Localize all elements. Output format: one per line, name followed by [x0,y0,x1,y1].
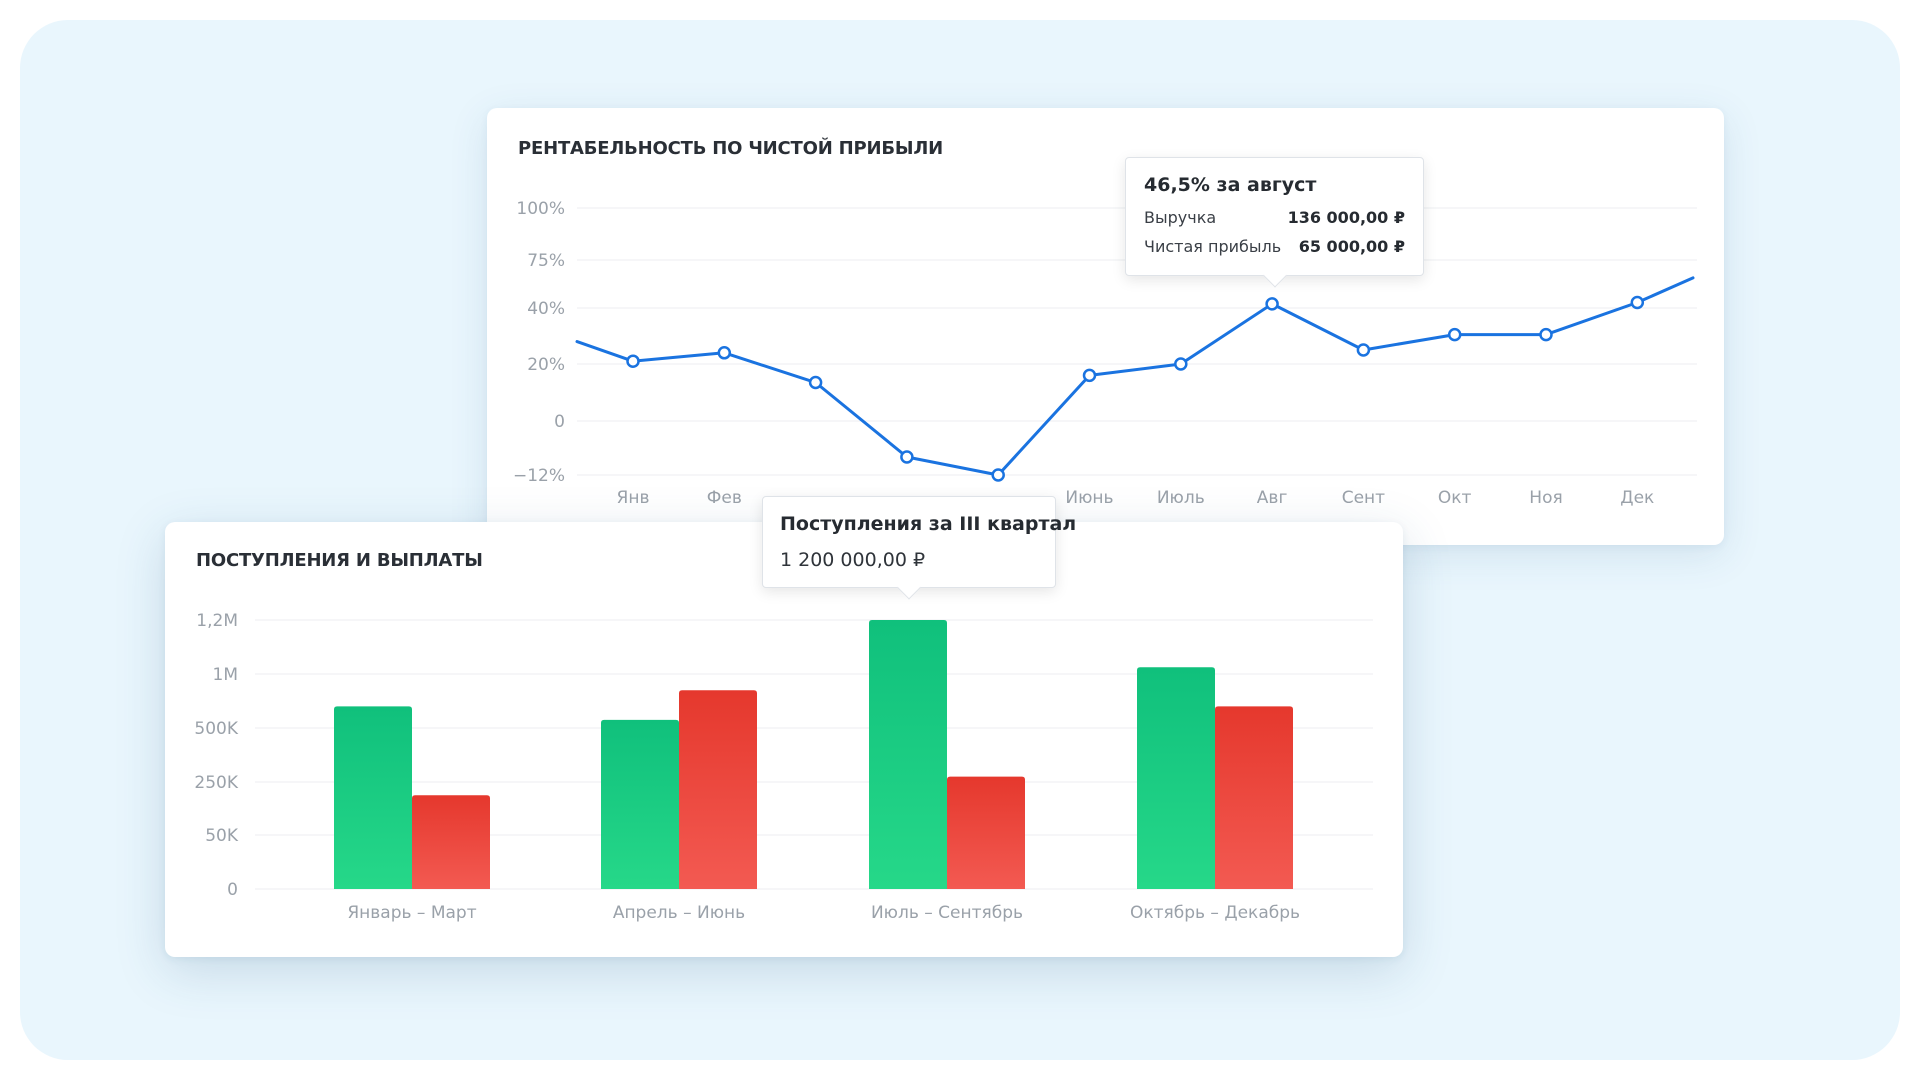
y-tick-label: 0 [227,880,238,900]
income-bar [869,620,947,889]
income-bar [1137,667,1215,889]
tooltip-revenue-value: 136 000,00 ₽ [1287,208,1405,227]
tooltip-value: 1 200 000,00 ₽ [780,549,926,571]
payout-bar [679,690,757,889]
tooltip-net-profit-label: Чистая прибыль [1144,237,1282,256]
y-tick-label: 100% [516,199,565,219]
tooltip-revenue-label: Выручка [1144,208,1217,227]
payout-bar [947,776,1025,889]
data-point [991,468,1005,482]
x-tick-label: Апрель – Июнь [613,903,745,923]
x-tick-label: Июль – Сентябрь [871,903,1023,923]
x-tick-label: Ноя [1529,488,1562,508]
data-point [1265,297,1279,311]
x-tick-label: Дек [1620,488,1654,508]
payout-bar [1215,706,1293,889]
y-tick-label: 0 [554,412,565,432]
y-tick-label: 50K [205,826,239,846]
tooltip-net-profit-row: Чистая прибыль 65 000,00 ₽ [1144,237,1405,256]
data-point [1630,295,1645,310]
data-point [1356,343,1371,357]
bar-chart: 1,2М 1М 500K 250K 50K 0 Январь – Март Апрель – … [194,611,1373,923]
y-tick-label: 250K [194,773,238,793]
line-chart-title: РЕНТАБЕЛЬНОСТЬ ПО ЧИСТОЙ ПРИБЫЛИ [518,138,943,159]
data-point [808,375,823,390]
line-chart: 100% 75% 40% 20% 0 −12% Янв Фев Июнь Июль Авг Сент О… [513,199,1697,508]
y-tick-label: 1М [213,665,238,685]
y-tick-label: −12% [513,466,565,486]
data-point [1082,368,1097,383]
x-tick-label: Октябрь – Декабрь [1130,903,1300,923]
x-tick-label: Фев [707,488,742,508]
tooltip-net-profit-value: 65 000,00 ₽ [1298,237,1405,256]
y-tick-label: 40% [527,299,565,319]
y-tick-label: 75% [527,251,565,271]
bar-chart-tooltip: Поступления за III квартал 1 200 000,00 … [762,496,1076,588]
bar-chart-title: ПОСТУПЛЕНИЯ И ВЫПЛАТЫ [196,550,483,571]
y-tick-label: 20% [527,355,565,375]
tooltip-revenue-row: Выручка 136 000,00 ₽ [1144,208,1405,227]
series-line [575,276,1695,477]
tooltip-title: Поступления за III квартал [780,513,1077,535]
data-point [1539,327,1553,342]
income-bar [334,706,412,889]
y-tick-label: 1,2М [196,611,238,631]
x-tick-label: Авг [1257,488,1288,508]
line-chart-tooltip: 46,5% за август Выручка 136 000,00 ₽ Чис… [1125,157,1424,276]
tooltip-title: 46,5% за август [1144,174,1317,196]
x-tick-label: Июнь [1065,488,1113,508]
x-tick-label: Январь – Март [347,903,476,923]
x-tick-label: Окт [1438,488,1472,508]
x-tick-label: Янв [617,488,650,508]
income-payments-card: ПОСТУПЛЕНИЯ И ВЫПЛАТЫ 1,2М 1М 500K 250K 50K 0… [165,522,1403,957]
data-point [1447,327,1462,342]
data-point [1174,357,1188,371]
data-point [717,346,732,360]
y-tick-label: 500K [194,719,238,739]
x-tick-label: Июль [1157,488,1205,508]
net-profit-margin-card: РЕНТАБЕЛЬНОСТЬ ПО ЧИСТОЙ ПРИБЫЛИ 100% 75%… [487,108,1724,545]
data-point [626,354,640,368]
payout-bar [412,795,490,889]
income-bar [601,719,679,889]
x-tick-label: Сент [1342,488,1385,508]
data-point [900,450,914,464]
